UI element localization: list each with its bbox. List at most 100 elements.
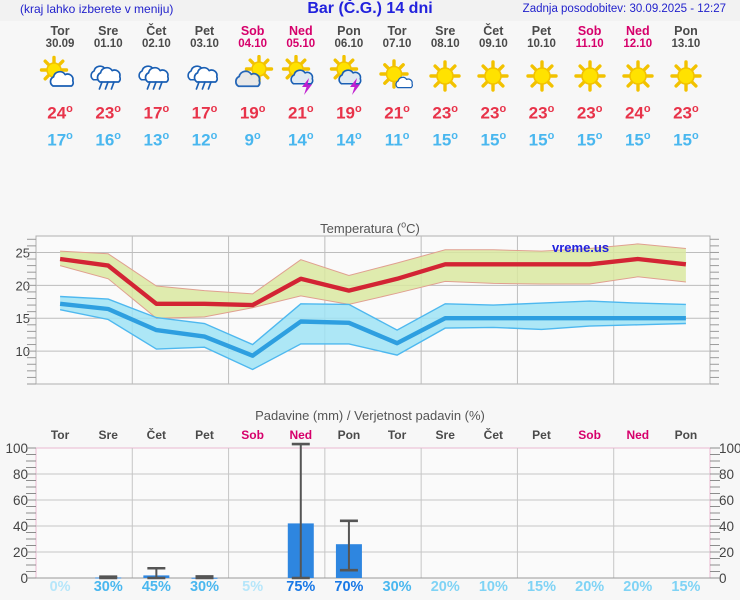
precip-day-label: Čet [467, 428, 519, 442]
sun-small-cloud-icon [374, 55, 420, 97]
svg-text:20: 20 [13, 545, 28, 560]
forecast-day-column[interactable]: Pon13.1023o15o [660, 21, 712, 151]
day-date: 08.10 [419, 38, 471, 51]
forecast-day-column[interactable]: Tor07.10 21o11o [371, 21, 423, 151]
forecast-day-column[interactable]: Pon06.1019o14o [323, 21, 375, 151]
svg-text:40: 40 [13, 519, 28, 534]
forecast-day-column[interactable]: Čet02.1017o13o [130, 21, 182, 151]
precip-day-label: Tor [34, 428, 86, 442]
day-date: 02.10 [130, 38, 182, 51]
day-name: Sre [82, 25, 134, 38]
weather-icon-box [564, 54, 616, 98]
weather-icon-box [34, 54, 86, 98]
forecast-day-column[interactable]: Sob04.1019o9o [227, 21, 279, 151]
sun-icon [663, 55, 709, 97]
svg-text:0: 0 [719, 571, 727, 586]
weather-icon-box [179, 54, 231, 98]
precip-probability-label: 20% [419, 579, 471, 595]
day-name: Sre [419, 25, 471, 38]
forecast-day-column[interactable]: Tor30.0924o17o [34, 21, 86, 151]
weather-icon-box [467, 54, 519, 98]
sun-icon [519, 55, 565, 97]
temp-max: 24o [34, 98, 86, 125]
day-date: 06.10 [323, 38, 375, 51]
precip-probability-label: 10% [467, 579, 519, 595]
rain-icon [85, 55, 131, 97]
weather-icon-box [371, 54, 423, 98]
day-date: 07.10 [371, 38, 423, 51]
weather-icon-box [82, 54, 134, 98]
day-date: 12.10 [612, 38, 664, 51]
precip-probability-label: 0% [34, 579, 86, 595]
forecast-day-column[interactable]: Ned12.1024o15o [612, 21, 664, 151]
forecast-day-column[interactable]: Sob11.10 23o15o [564, 21, 616, 151]
precip-day-label: Pon [660, 428, 712, 442]
weather-icon-box [660, 54, 712, 98]
temp-min: 14o [275, 125, 327, 152]
temperature-plot-area: 10152025 [0, 204, 740, 400]
day-name: Tor [371, 25, 423, 38]
precip-probability-label: 70% [323, 579, 375, 595]
weather-icon-box [612, 54, 664, 98]
temp-min: 11o [371, 125, 423, 152]
svg-text:15: 15 [16, 311, 30, 326]
forecast-day-column[interactable]: Čet09.1023o15o [467, 21, 519, 151]
temperature-chart: Temperatura (oC) Temperatura (oC) 101520… [0, 204, 740, 400]
day-date: 30.09 [34, 38, 86, 51]
precip-probability-label: 30% [371, 579, 423, 595]
temp-max: 24o [612, 98, 664, 125]
precip-day-label: Pet [516, 428, 568, 442]
day-name: Pet [516, 25, 568, 38]
day-name: Pon [323, 25, 375, 38]
forecast-day-column[interactable]: Pet03.1017o12o [179, 21, 231, 151]
precip-probability-label: 20% [612, 579, 664, 595]
forecast-day-column[interactable]: Sre08.1023o15o [419, 21, 471, 151]
precip-probability-label: 30% [82, 579, 134, 595]
weather-icon-box [275, 54, 327, 98]
temp-max: 17o [130, 98, 182, 125]
precip-day-label: Sob [227, 428, 279, 442]
precip-day-label: Sre [82, 428, 134, 442]
forecast-day-column[interactable]: Pet10.1023o15o [516, 21, 568, 151]
svg-text:25: 25 [16, 245, 30, 260]
temp-min: 14o [323, 125, 375, 152]
temp-min: 12o [179, 125, 231, 152]
forecast-day-column[interactable]: Ned05.1021o14o [275, 21, 327, 151]
sun-cloud-icon [37, 55, 83, 97]
temp-max: 23o [467, 98, 519, 125]
sun-icon [567, 55, 613, 97]
day-name: Tor [34, 25, 86, 38]
temp-min: 15o [467, 125, 519, 152]
svg-text:60: 60 [13, 493, 28, 508]
day-date: 04.10 [227, 38, 279, 51]
svg-text:100: 100 [719, 441, 740, 456]
page-header: (kraj lahko izberete v meniju) Bar (Č.G.… [0, 0, 740, 21]
svg-text:40: 40 [719, 519, 734, 534]
precip-probability-label: 20% [564, 579, 616, 595]
precip-probability-label: 15% [660, 579, 712, 595]
precip-day-label: Pon [323, 428, 375, 442]
precip-probability-label: 30% [179, 579, 231, 595]
weather-icon-box [516, 54, 568, 98]
svg-text:20: 20 [719, 545, 734, 560]
watermark-label: vreme.us [552, 240, 609, 255]
day-name: Sob [227, 25, 279, 38]
day-name: Sob [564, 25, 616, 38]
weather-icon-box [227, 54, 279, 98]
precip-day-label: Čet [130, 428, 182, 442]
precip-day-label: Ned [612, 428, 664, 442]
sun-icon [422, 55, 468, 97]
temp-min: 15o [612, 125, 664, 152]
temp-max: 21o [371, 98, 423, 125]
temp-min: 15o [564, 125, 616, 152]
temp-min: 15o [516, 125, 568, 152]
svg-text:60: 60 [719, 493, 734, 508]
svg-text:100: 100 [5, 441, 28, 456]
precip-day-label: Sob [564, 428, 616, 442]
precip-day-label: Pet [179, 428, 231, 442]
temp-max: 23o [564, 98, 616, 125]
day-name: Ned [275, 25, 327, 38]
day-date: 11.10 [564, 38, 616, 51]
svg-text:80: 80 [13, 467, 28, 482]
forecast-day-column[interactable]: Sre01.1023o16o [82, 21, 134, 151]
